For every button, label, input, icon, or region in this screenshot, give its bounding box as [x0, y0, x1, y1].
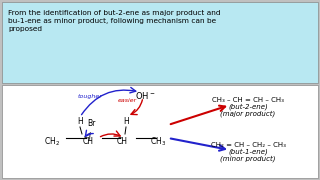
Text: OH$^-$: OH$^-$: [135, 89, 155, 100]
Text: (major product): (major product): [220, 111, 276, 117]
Text: proposed: proposed: [8, 26, 42, 32]
Text: H: H: [123, 118, 129, 127]
Text: From the identification of but-2-ene as major product and: From the identification of but-2-ene as …: [8, 10, 220, 16]
Text: tougher: tougher: [78, 94, 103, 99]
Text: (but-1-ene): (but-1-ene): [228, 149, 268, 155]
Text: Br: Br: [87, 120, 95, 129]
Text: CH$_3$: CH$_3$: [150, 136, 166, 148]
Text: CH$_2$: CH$_2$: [44, 136, 60, 148]
Text: H: H: [77, 118, 83, 127]
Bar: [2, 85, 318, 178]
Bar: [2, 2, 318, 83]
Text: easier: easier: [118, 98, 137, 103]
Text: CH₃ – CH = CH – CH₃: CH₃ – CH = CH – CH₃: [212, 97, 284, 103]
Text: CH: CH: [116, 138, 127, 147]
Text: bu-1-ene as minor product, following mechanism can be: bu-1-ene as minor product, following mec…: [8, 18, 216, 24]
Text: (minor product): (minor product): [220, 156, 276, 162]
Text: CH₂ = CH – CH₂ – CH₃: CH₂ = CH – CH₂ – CH₃: [211, 142, 285, 148]
Text: CH: CH: [83, 138, 93, 147]
Text: (but-2-ene): (but-2-ene): [228, 104, 268, 110]
